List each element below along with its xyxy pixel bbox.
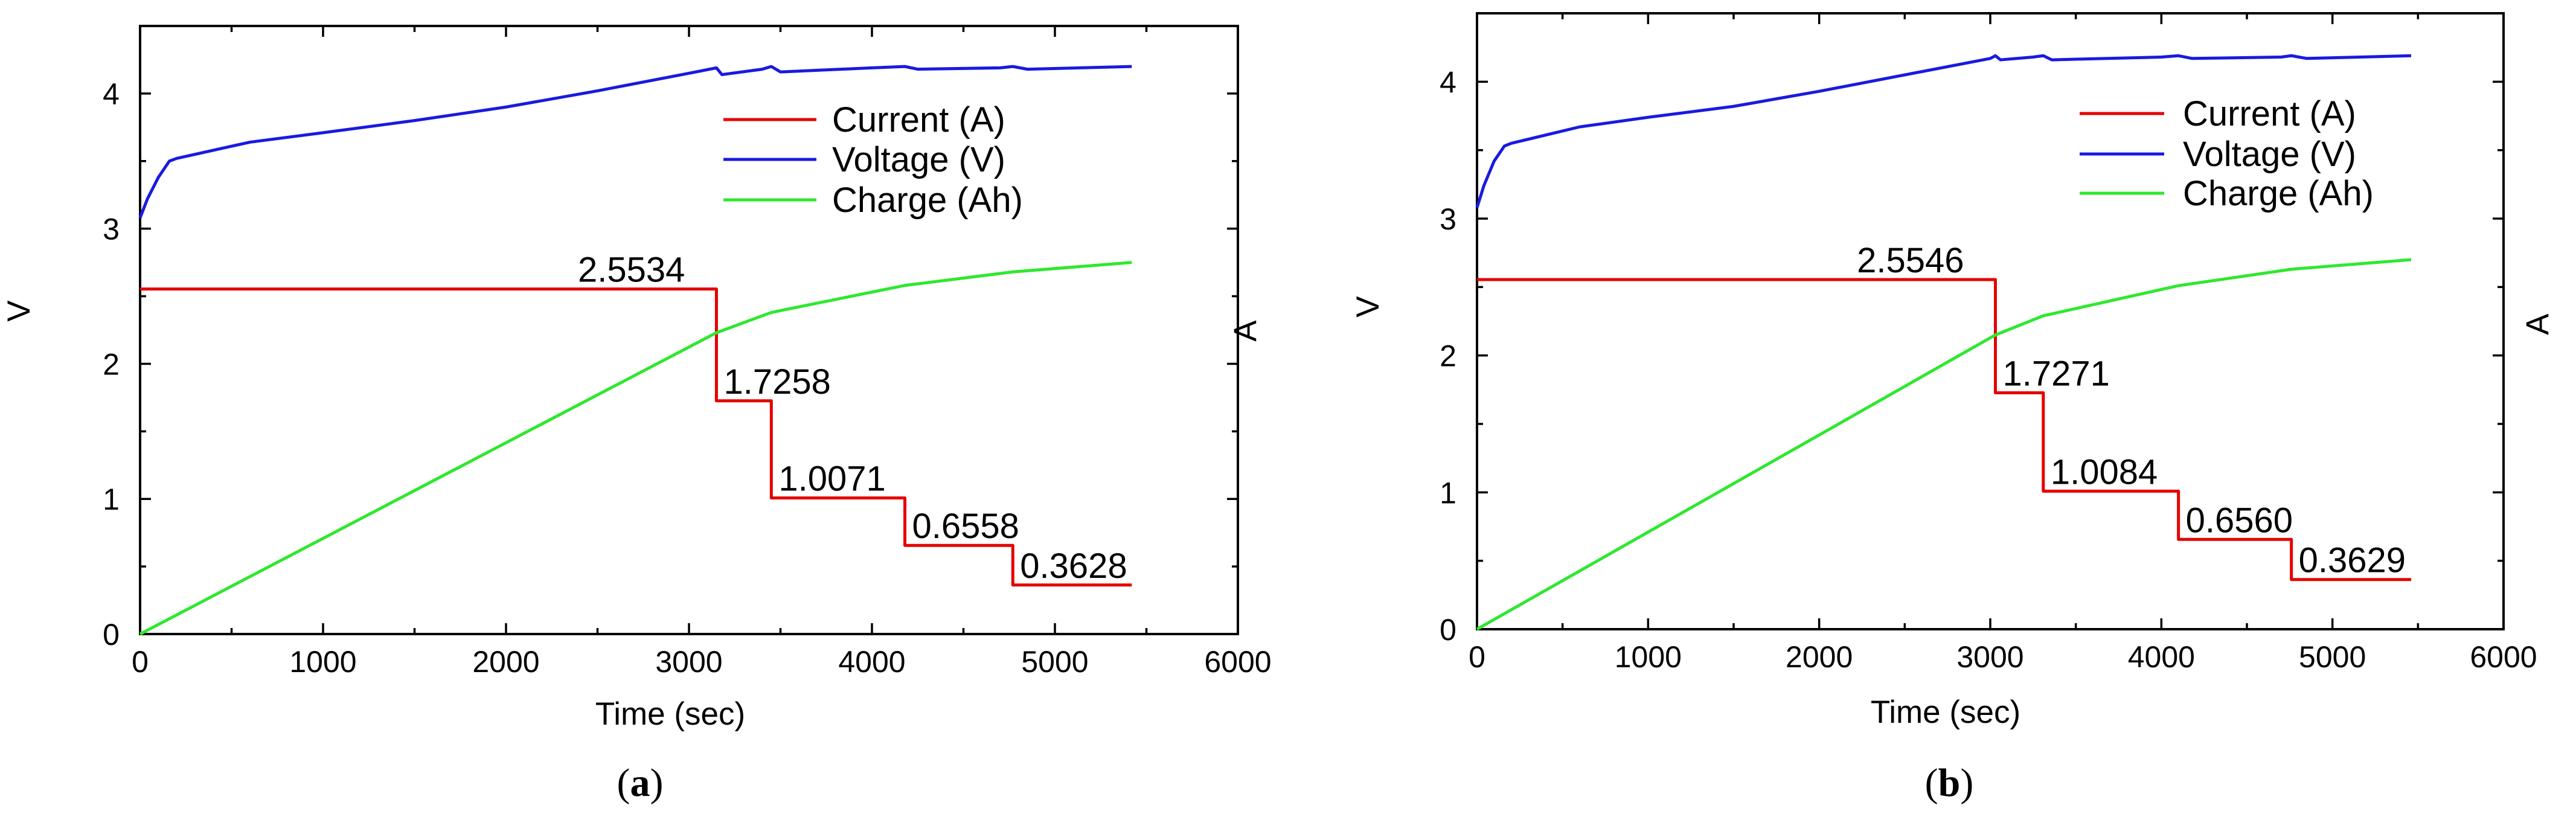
y-axis-title-left: V [1350, 296, 1386, 318]
x-tick-label: 0 [1469, 640, 1485, 674]
data-label: 0.3628 [1020, 546, 1127, 586]
x-tick-label: 4000 [838, 645, 905, 679]
y-tick-label: 3 [103, 213, 120, 246]
data-label: 1.7258 [723, 362, 830, 402]
legend-label-charge-ah: Charge (Ah) [832, 181, 1023, 220]
x-tick-label: 0 [132, 645, 149, 679]
series-line-current-a [140, 287, 1132, 587]
series-line-charge-ah [1476, 258, 2412, 631]
panel-label-open-paren: ( [617, 761, 630, 805]
y-tick-label: 2 [103, 347, 120, 381]
y-tick-label: 0 [103, 618, 120, 652]
x-tick-label: 3000 [655, 645, 722, 679]
y-tick-label: 1 [1440, 476, 1456, 510]
series-line-charge-ah [139, 261, 1132, 636]
x-axis-title: Time (sec) [595, 696, 745, 732]
x-tick-label: 2000 [472, 645, 539, 679]
chart-panel-b: 0 1000 2000 3000 4000 5000 6000 0 1 2 3 4 Time (sec)… [1350, 12, 2555, 805]
y-tick-label: 3 [1440, 202, 1456, 236]
data-label: 2.5534 [578, 251, 685, 290]
legend-label-charge-ah: Charge (Ah) [2183, 174, 2374, 213]
legend-label-voltage-v: Voltage (V) [2183, 135, 2356, 174]
x-tick-label: 6000 [2470, 640, 2537, 674]
panel-label-close-paren: ) [1960, 761, 1973, 805]
x-tick-label: 1000 [289, 645, 356, 679]
data-label: 0.6558 [912, 507, 1019, 546]
series-line-voltage-v [1475, 54, 2412, 208]
legend-label-current-a: Current (A) [2183, 94, 2356, 133]
data-label: 0.3629 [2299, 541, 2406, 580]
plot-frame [139, 25, 1239, 635]
y-tick-label: 2 [1440, 339, 1456, 373]
panel-label-letter: b [1938, 761, 1961, 805]
x-tick-label: 5000 [1021, 645, 1088, 679]
y-axis-title-left: V [1, 300, 37, 322]
x-tick-label: 3000 [1956, 640, 2023, 674]
x-tick-label: 2000 [1786, 640, 1853, 674]
data-label: 2.5546 [1857, 241, 1964, 280]
panel-label-open-paren: ( [1925, 761, 1938, 805]
x-tick-label: 1000 [1615, 640, 1682, 674]
panel-label: (b) [1925, 761, 1974, 805]
legend-label-voltage-v: Voltage (V) [832, 140, 1005, 179]
data-label: 0.6560 [2186, 501, 2293, 540]
panel-label-close-paren: ) [650, 761, 664, 805]
y-tick-label: 0 [1440, 613, 1456, 647]
data-label: 1.0071 [778, 460, 885, 499]
x-tick-label: 4000 [2128, 640, 2195, 674]
y-axis-title-right: A [1228, 320, 1263, 342]
panel-label-letter: a [630, 761, 650, 805]
x-axis-title: Time (sec) [1871, 694, 2020, 730]
data-label: 1.0084 [2051, 452, 2158, 492]
x-tick-label: 6000 [1204, 645, 1271, 679]
y-tick-label: 4 [1440, 65, 1456, 99]
y-tick-label: 1 [103, 482, 120, 516]
series-line-voltage-v [138, 65, 1132, 219]
panel-label: (a) [617, 761, 664, 805]
legend-label-current-a: Current (A) [832, 100, 1005, 139]
chart-panel-a: 0 1000 2000 3000 4000 5000 6000 0 1 2 3 4 Time (sec)… [1, 25, 1272, 805]
y-axis-title-right: A [2520, 313, 2555, 335]
x-tick-label: 5000 [2299, 640, 2366, 674]
data-label: 1.7271 [2003, 354, 2110, 394]
y-tick-label: 4 [103, 77, 120, 111]
